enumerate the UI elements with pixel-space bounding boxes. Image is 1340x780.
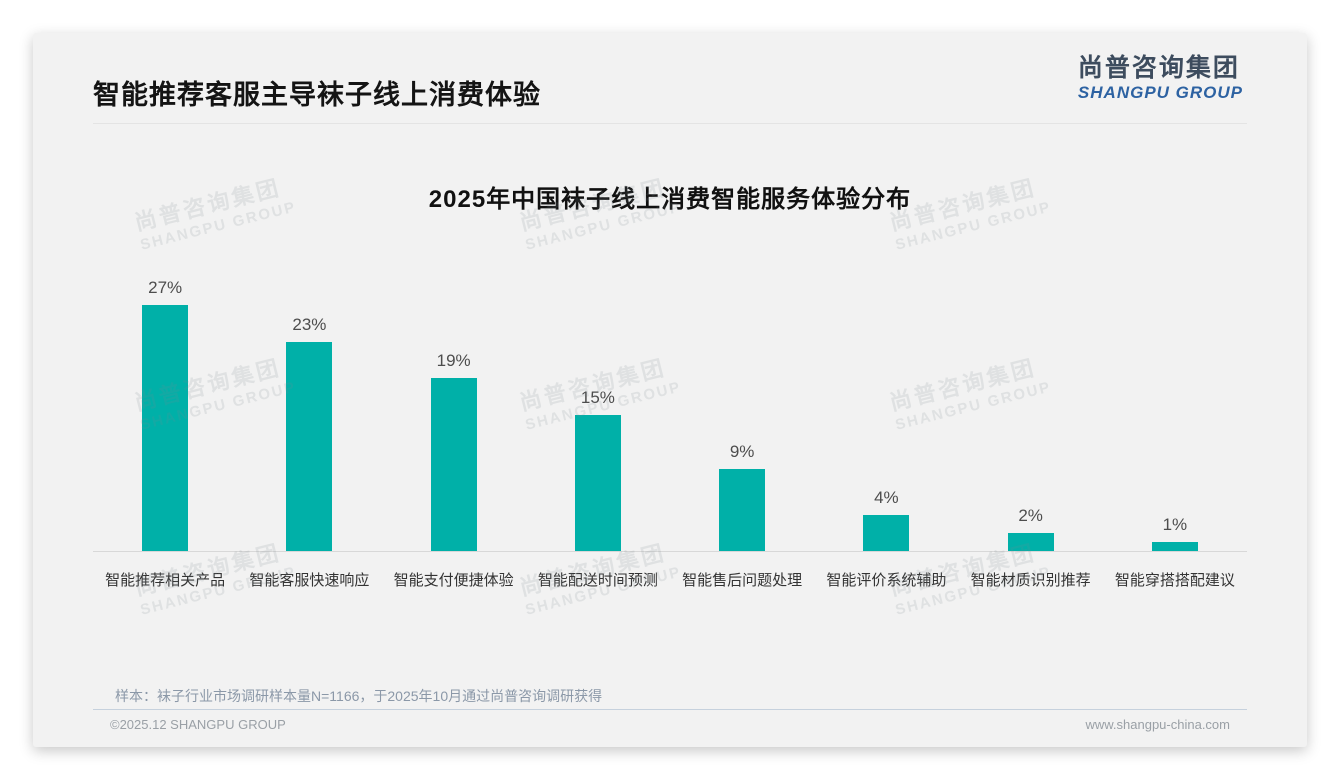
company-logo: 尚普咨询集团 SHANGPU GROUP xyxy=(1078,54,1243,102)
bar xyxy=(142,305,189,551)
axis-category-label: 智能评价系统辅助 xyxy=(826,572,947,589)
footer-website: www.shangpu-china.com xyxy=(1085,717,1230,732)
sample-note: 样本：袜子行业市场调研样本量N=1166，于2025年10月通过尚普咨询调研获得 xyxy=(115,688,603,704)
axis-category-label: 智能支付便捷体验 xyxy=(393,572,514,589)
bar-column: 15% xyxy=(526,183,670,551)
bar xyxy=(719,469,766,551)
axis-category-label: 智能配送时间预测 xyxy=(537,572,658,589)
bar-value-label: 15% xyxy=(580,387,615,407)
axis-category-label: 智能客服快速响应 xyxy=(249,572,370,589)
title-divider xyxy=(93,123,1247,124)
axis-category-label: 智能推荐相关产品 xyxy=(105,572,226,589)
bar xyxy=(286,341,333,551)
logo-english-text: SHANGPU GROUP xyxy=(1077,82,1243,102)
bar-column: 9% xyxy=(670,183,814,551)
bar-column: 27% xyxy=(93,183,237,551)
bar-value-label: 2% xyxy=(1018,505,1043,525)
bar-column: 1% xyxy=(1103,183,1247,551)
footer-divider xyxy=(93,709,1247,710)
bar-value-label: 27% xyxy=(148,278,183,298)
bar-value-label: 1% xyxy=(1162,514,1188,534)
bar-column: 2% xyxy=(959,183,1103,551)
logo-chinese-text: 尚普咨询集团 xyxy=(1077,54,1240,82)
bar xyxy=(430,378,477,551)
bar xyxy=(1151,541,1198,551)
bar xyxy=(574,414,621,551)
bar-value-label: 19% xyxy=(436,351,471,371)
page-title: 智能推荐客服主导袜子线上消费体验 xyxy=(93,80,541,110)
footer-copyright: ©2025.12 SHANGPU GROUP xyxy=(110,717,286,732)
chart-plot: 27% 23% 19% 15% 9% 4% 2% 1% xyxy=(93,183,1247,552)
bar xyxy=(863,514,910,551)
bar-column: 19% xyxy=(382,183,526,551)
bar-value-label: 9% xyxy=(729,442,755,462)
axis-labels: 智能推荐相关产品 智能客服快速响应 智能支付便捷体验 智能配送时间预测 智能售后问题处理… xyxy=(93,569,1247,590)
bar-column: 4% xyxy=(814,183,958,551)
axis-category-label: 智能售后问题处理 xyxy=(682,572,803,589)
bar-value-label: 23% xyxy=(292,314,327,334)
chart-title: 2025年中国袜子线上消费智能服务体验分布 xyxy=(428,186,912,213)
axis-category-label: 智能穿搭搭配建议 xyxy=(1114,572,1235,589)
bar-column: 23% xyxy=(237,183,381,551)
slide-card: 智能推荐客服主导袜子线上消费体验 尚普咨询集团 SHANGPU GROUP 20… xyxy=(33,33,1307,747)
bar-value-label: 4% xyxy=(874,487,899,507)
axis-category-label: 智能材质识别推荐 xyxy=(970,572,1091,589)
bar xyxy=(1007,532,1054,551)
